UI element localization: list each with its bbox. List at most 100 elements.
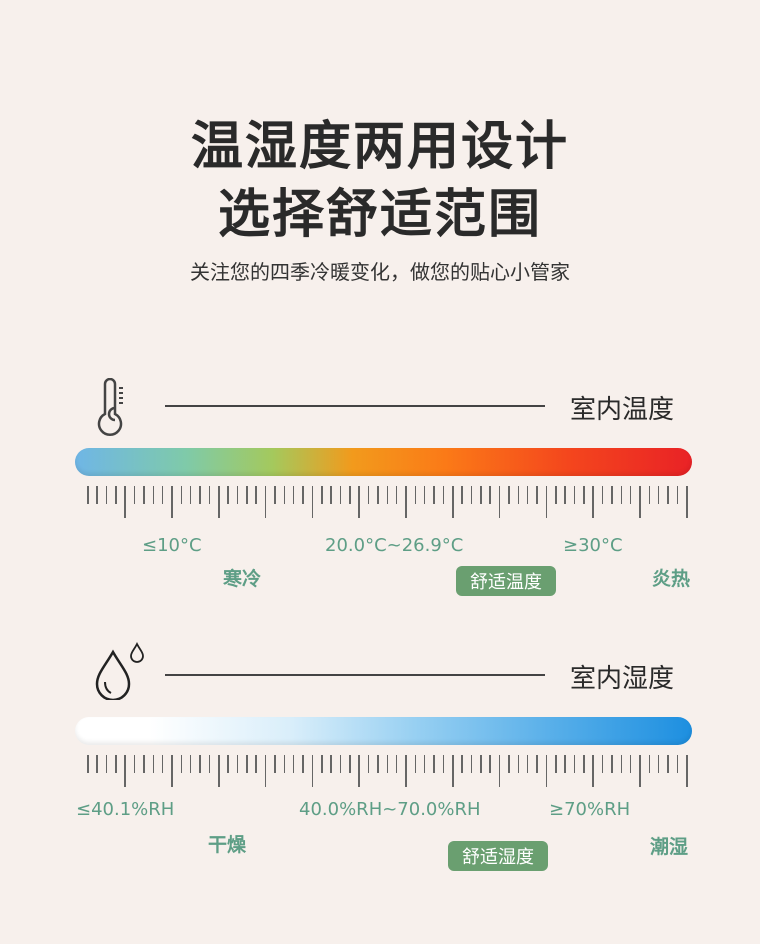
ruler-tick [601, 755, 604, 773]
ruler-tick [292, 486, 295, 504]
ruler-tick [105, 755, 108, 773]
ruler-tick [227, 755, 229, 773]
ruler-tick [452, 755, 454, 787]
ruler-tick [648, 755, 651, 773]
ruler-tick [339, 486, 342, 504]
hum-wet-label: 潮湿 [650, 836, 689, 858]
ruler-tick [536, 755, 538, 773]
ruler-tick [96, 755, 98, 773]
title-line-2: 选择舒适范围 [217, 185, 542, 245]
ruler-tick [330, 755, 332, 773]
ruler-tick [124, 755, 126, 787]
temp-low-value: ≤10°C [142, 535, 202, 556]
ruler-tick [349, 486, 351, 504]
ruler-tick [236, 755, 239, 773]
ruler-tick [87, 755, 89, 773]
humidity-label: 室内湿度 [570, 664, 675, 694]
ruler-tick [395, 755, 398, 773]
ruler-tick [218, 755, 220, 787]
ruler-tick [152, 486, 155, 504]
ruler-tick [508, 486, 510, 504]
ruler-tick [386, 755, 389, 773]
ruler-tick [208, 755, 211, 773]
ruler-tick [274, 486, 276, 504]
ruler-tick [629, 755, 632, 773]
ruler-tick [442, 486, 445, 504]
ruler-tick [414, 755, 417, 773]
ruler-tick [573, 755, 576, 773]
ruler-tick [545, 486, 548, 518]
ruler-tick [199, 486, 201, 504]
thermometer-icon [97, 378, 123, 437]
ruler-tick [208, 486, 211, 504]
ruler-tick [358, 755, 360, 787]
ruler-tick [629, 486, 632, 504]
ruler-tick [536, 486, 538, 504]
ruler-tick [377, 486, 379, 504]
ruler-tick [395, 486, 398, 504]
ruler-tick [358, 486, 360, 518]
ruler-tick [555, 755, 557, 773]
ruler-tick [405, 486, 407, 518]
ruler-tick [676, 486, 679, 504]
ruler-tick [555, 486, 557, 504]
ruler-tick [489, 755, 491, 773]
ruler-tick [292, 755, 295, 773]
ruler-tick [143, 486, 145, 504]
ruler-tick [367, 486, 370, 504]
ruler-tick [339, 755, 342, 773]
ruler-tick [302, 755, 304, 773]
hum-range-value: 40.0%RH~70.0%RH [299, 799, 481, 820]
humidity-gradient-bar [75, 717, 692, 745]
ruler-tick [115, 755, 117, 773]
temp-high-value: ≥30°C [563, 535, 623, 556]
ruler-tick [330, 486, 332, 504]
ruler-tick [405, 755, 407, 787]
ruler-tick [498, 486, 501, 518]
ruler-tick [236, 486, 239, 504]
ruler-tick [199, 755, 201, 773]
ruler-tick [564, 755, 566, 773]
temp-cold-label: 寒冷 [223, 568, 262, 590]
ruler-tick [601, 486, 604, 504]
ruler-tick [526, 486, 529, 504]
ruler-tick [386, 486, 389, 504]
ruler-tick [545, 755, 548, 787]
water-drop-icon [95, 642, 144, 700]
ruler-tick [620, 755, 623, 773]
temp-range-value: 20.0°C~26.9°C [325, 535, 464, 556]
comfort-temperature-badge: 舒适温度 [456, 566, 556, 596]
ruler-tick [611, 755, 613, 773]
ruler-tick [321, 486, 323, 504]
ruler-tick [349, 755, 351, 773]
ruler-tick [667, 486, 669, 504]
ruler-tick [367, 755, 370, 773]
ruler-tick [583, 755, 585, 773]
ruler-tick [480, 486, 482, 504]
ruler-tick [311, 486, 314, 518]
ruler-tick [686, 755, 688, 787]
ruler-tick [96, 486, 98, 504]
ruler-tick [452, 486, 454, 518]
divider-line [165, 405, 545, 407]
ruler-tick [461, 755, 463, 773]
title-line-1: 温湿度两用设计 [190, 117, 569, 177]
ruler-tick [105, 486, 108, 504]
humidity-ruler [0, 755, 760, 795]
temperature-ruler [0, 486, 760, 526]
ruler-tick [639, 486, 641, 518]
ruler-tick [255, 755, 257, 773]
ruler-tick [311, 755, 314, 787]
ruler-tick [152, 755, 155, 773]
ruler-tick [283, 755, 286, 773]
ruler-tick [657, 755, 660, 773]
ruler-tick [143, 755, 145, 773]
ruler-tick [87, 486, 89, 504]
ruler-tick [564, 486, 566, 504]
ruler-tick [264, 755, 267, 787]
ruler-tick [611, 486, 613, 504]
ruler-tick [583, 486, 585, 504]
ruler-tick [246, 486, 248, 504]
hum-dry-label: 干燥 [208, 834, 247, 856]
ruler-tick [517, 486, 520, 504]
